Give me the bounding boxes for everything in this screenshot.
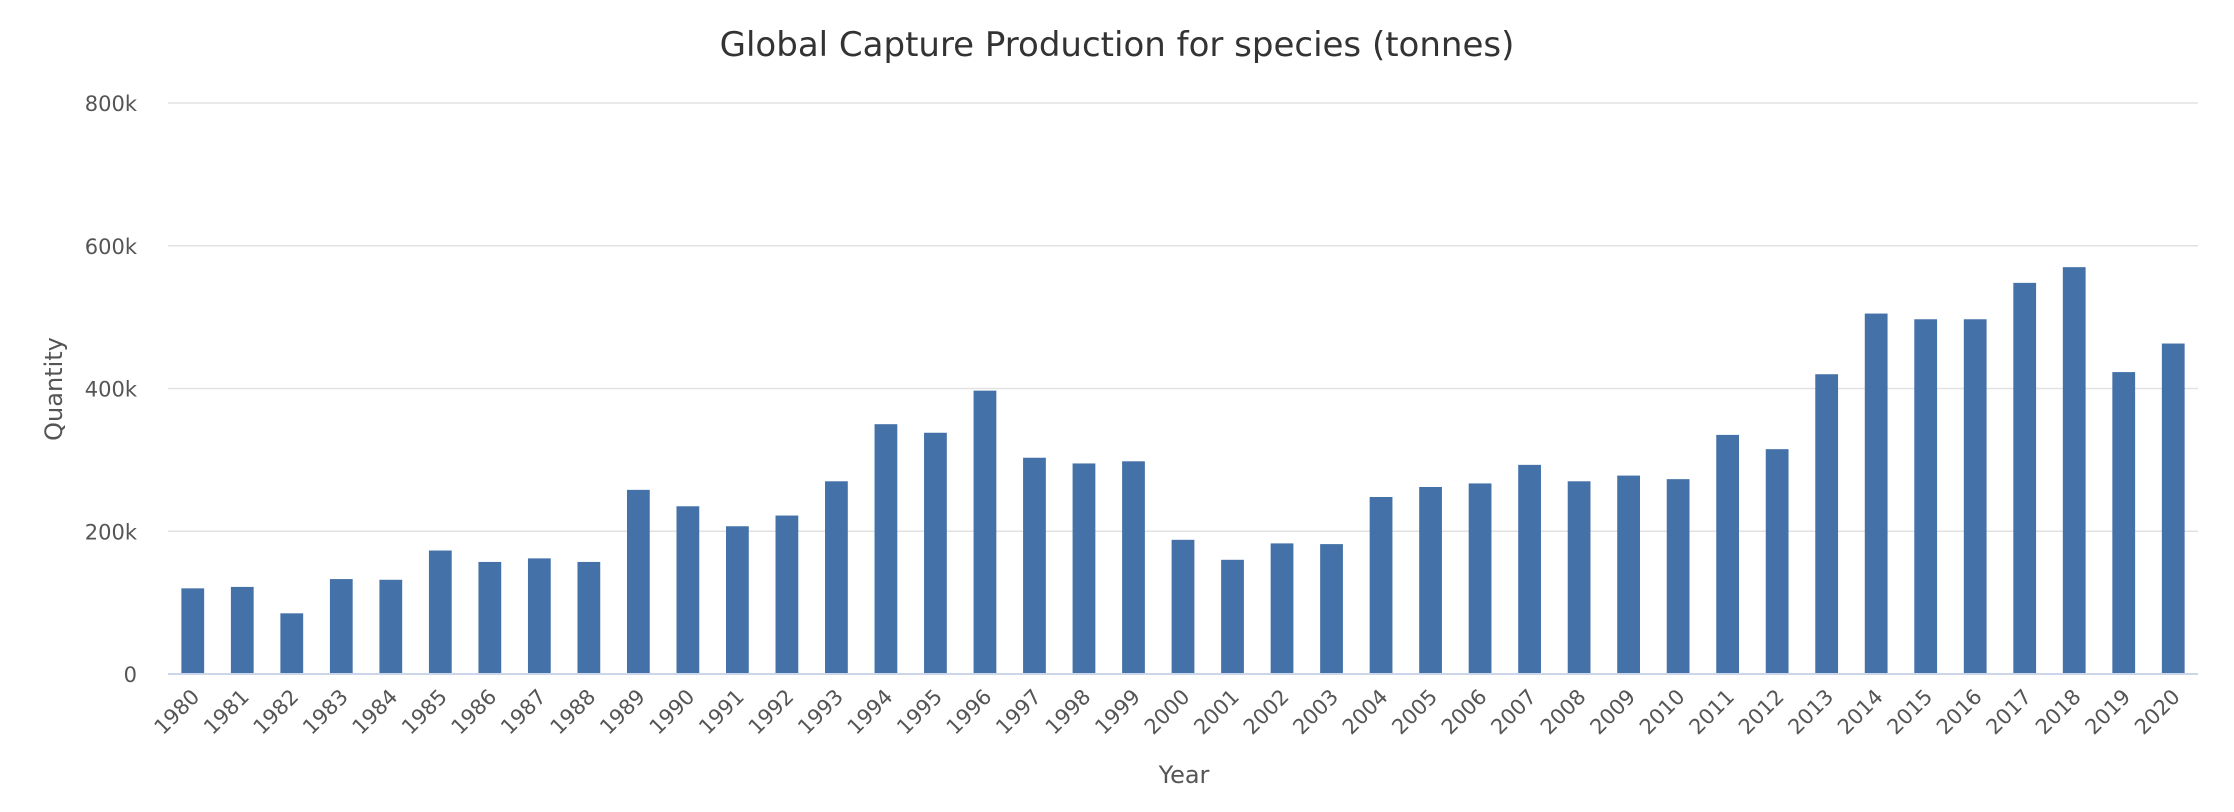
bar-1980[interactable] <box>181 588 205 674</box>
x-tick-label: 2007 <box>1486 685 1541 740</box>
chart-title: Global Capture Production for species (t… <box>720 25 1515 65</box>
x-tick-label: 2009 <box>1585 685 1640 740</box>
bar-2001[interactable] <box>1221 559 1244 674</box>
y-axis-label: Quantity <box>40 337 68 441</box>
bar-2002[interactable] <box>1270 543 1294 674</box>
x-tick-label: 1995 <box>892 685 947 740</box>
bar-1993[interactable] <box>825 481 848 674</box>
y-tick-label: 800k <box>85 92 138 116</box>
x-tick-label: 1983 <box>298 685 353 740</box>
y-tick-label: 400k <box>85 378 138 402</box>
y-axis-ticks: 0 200k 400k 600k 800k <box>85 92 138 687</box>
bar-2020[interactable] <box>2161 343 2185 674</box>
x-tick-label: 1999 <box>1090 685 1145 740</box>
bar-2004[interactable] <box>1369 496 1393 674</box>
x-tick-label: 2001 <box>1189 685 1244 740</box>
bar-2009[interactable] <box>1617 475 1640 674</box>
bar-1981[interactable] <box>230 586 254 674</box>
x-tick-label: 2012 <box>1734 685 1789 740</box>
bar-2013[interactable] <box>1815 374 1839 674</box>
x-tick-label: 1993 <box>793 685 848 740</box>
x-tick-label: 2013 <box>1783 685 1838 740</box>
bar-1998[interactable] <box>1072 463 1096 674</box>
x-tick-label: 1994 <box>843 685 898 740</box>
y-tick-label: 0 <box>124 663 137 687</box>
x-tick-label: 2011 <box>1684 685 1739 740</box>
x-tick-label: 1986 <box>447 685 502 740</box>
x-tick-label: 1991 <box>694 685 749 740</box>
x-tick-label: 1989 <box>595 685 650 740</box>
x-tick-label: 2002 <box>1239 685 1294 740</box>
bar-1994[interactable] <box>874 424 898 674</box>
bar-1991[interactable] <box>726 526 749 674</box>
bar-2005[interactable] <box>1419 486 1442 674</box>
bar-1997[interactable] <box>1023 457 1046 674</box>
x-tick-label: 2006 <box>1437 685 1492 740</box>
bar-1989[interactable] <box>626 489 650 674</box>
x-axis-label: Year <box>1158 761 1210 789</box>
x-tick-label: 1981 <box>199 685 254 740</box>
x-tick-label: 2004 <box>1338 685 1393 740</box>
x-tick-label: 2008 <box>1536 685 1591 740</box>
bar-1999[interactable] <box>1122 461 1145 674</box>
bar-1990[interactable] <box>676 506 700 674</box>
x-tick-label: 1988 <box>546 685 601 740</box>
bar-1992[interactable] <box>775 515 799 674</box>
x-tick-label: 1987 <box>496 685 551 740</box>
gridlines <box>168 102 2198 532</box>
bar-2008[interactable] <box>1567 481 1591 674</box>
bar-1982[interactable] <box>280 613 304 674</box>
bar-2000[interactable] <box>1171 539 1195 674</box>
bar-1986[interactable] <box>478 561 502 674</box>
x-axis-ticks: 1980198119821983198419851986198719881989… <box>150 685 2185 740</box>
bar-2010[interactable] <box>1666 479 1690 674</box>
x-tick-label: 1980 <box>150 685 205 740</box>
bar-2017[interactable] <box>2013 282 2037 674</box>
x-tick-label: 1997 <box>991 685 1046 740</box>
x-tick-label: 2003 <box>1288 685 1343 740</box>
x-tick-label: 1992 <box>744 685 799 740</box>
bar-1996[interactable] <box>973 390 997 674</box>
bar-2019[interactable] <box>2112 372 2136 674</box>
x-tick-label: 1985 <box>397 685 452 740</box>
bar-1987[interactable] <box>527 558 551 674</box>
bar-2006[interactable] <box>1468 483 1492 674</box>
y-tick-label: 600k <box>85 235 138 259</box>
bar-2015[interactable] <box>1914 319 1938 674</box>
bar-2014[interactable] <box>1864 313 1888 674</box>
x-tick-label: 1990 <box>645 685 700 740</box>
x-tick-label: 1996 <box>942 685 997 740</box>
x-tick-label: 2017 <box>1981 685 2036 740</box>
x-tick-label: 1982 <box>249 685 304 740</box>
y-tick-label: 200k <box>85 520 138 544</box>
bars <box>181 267 2185 674</box>
x-tick-label: 2016 <box>1932 685 1987 740</box>
bar-1984[interactable] <box>379 579 403 674</box>
bar-1995[interactable] <box>924 432 947 674</box>
x-tick-label: 2014 <box>1833 685 1888 740</box>
bar-2018[interactable] <box>2062 267 2086 674</box>
bar-2003[interactable] <box>1320 544 1343 674</box>
x-tick-label: 1984 <box>348 685 403 740</box>
x-tick-label: 2020 <box>2130 685 2185 740</box>
x-tick-label: 2018 <box>2031 685 2086 740</box>
bar-2007[interactable] <box>1518 464 1541 674</box>
x-tick-label: 1998 <box>1041 685 1096 740</box>
bar-1988[interactable] <box>577 561 601 674</box>
bar-2016[interactable] <box>1963 319 1987 674</box>
bar-1985[interactable] <box>428 550 452 674</box>
x-tick-label: 2010 <box>1635 685 1690 740</box>
bar-2012[interactable] <box>1765 449 1789 674</box>
x-tick-label: 2019 <box>2080 685 2135 740</box>
x-tick-label: 2000 <box>1140 685 1195 740</box>
x-tick-label: 2005 <box>1387 685 1442 740</box>
x-tick-label: 2015 <box>1882 685 1937 740</box>
bar-1983[interactable] <box>329 579 353 674</box>
bar-2011[interactable] <box>1716 434 1740 674</box>
